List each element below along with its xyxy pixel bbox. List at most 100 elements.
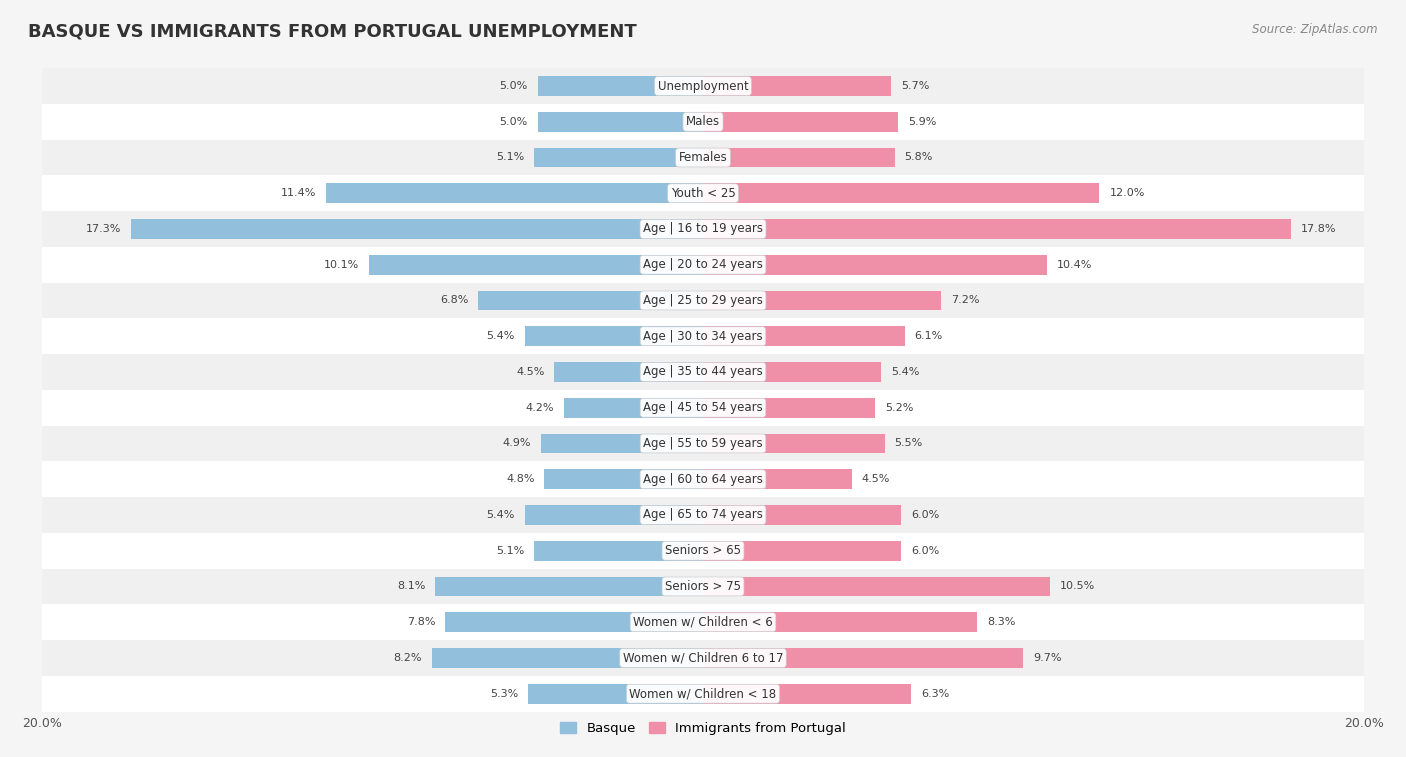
Bar <box>42 354 1364 390</box>
Bar <box>703 148 894 167</box>
Text: 5.4%: 5.4% <box>891 367 920 377</box>
Bar <box>524 326 703 346</box>
Text: 10.4%: 10.4% <box>1056 260 1092 269</box>
Text: Age | 25 to 29 years: Age | 25 to 29 years <box>643 294 763 307</box>
Text: Youth < 25: Youth < 25 <box>671 187 735 200</box>
Bar <box>703 183 1099 203</box>
Text: 8.3%: 8.3% <box>987 617 1015 628</box>
Text: 4.9%: 4.9% <box>503 438 531 448</box>
Bar <box>703 612 977 632</box>
Bar <box>703 220 1291 238</box>
Text: 4.5%: 4.5% <box>862 474 890 484</box>
Text: 7.2%: 7.2% <box>950 295 980 306</box>
Text: Women w/ Children 6 to 17: Women w/ Children 6 to 17 <box>623 652 783 665</box>
Bar <box>436 577 703 597</box>
Text: 4.2%: 4.2% <box>526 403 554 413</box>
Text: 6.0%: 6.0% <box>911 546 939 556</box>
Bar <box>703 76 891 96</box>
Bar <box>370 255 703 275</box>
Text: 6.8%: 6.8% <box>440 295 468 306</box>
Bar <box>478 291 703 310</box>
Text: 5.1%: 5.1% <box>496 546 524 556</box>
Text: 6.3%: 6.3% <box>921 689 949 699</box>
Text: 6.1%: 6.1% <box>914 332 942 341</box>
Text: 5.4%: 5.4% <box>486 510 515 520</box>
Bar <box>42 282 1364 319</box>
Text: 5.9%: 5.9% <box>908 117 936 126</box>
Bar <box>703 541 901 560</box>
Text: Women w/ Children < 18: Women w/ Children < 18 <box>630 687 776 700</box>
Bar <box>42 104 1364 139</box>
Bar <box>537 112 703 132</box>
Text: 5.3%: 5.3% <box>489 689 517 699</box>
Bar <box>42 569 1364 604</box>
Text: Males: Males <box>686 115 720 128</box>
Bar <box>534 541 703 560</box>
Bar <box>446 612 703 632</box>
Bar <box>42 390 1364 425</box>
Bar <box>564 398 703 418</box>
Text: 5.0%: 5.0% <box>499 117 527 126</box>
Bar <box>42 176 1364 211</box>
Bar <box>703 648 1024 668</box>
Text: 17.8%: 17.8% <box>1301 224 1337 234</box>
Bar <box>432 648 703 668</box>
Text: Age | 35 to 44 years: Age | 35 to 44 years <box>643 366 763 378</box>
Text: 8.2%: 8.2% <box>394 653 422 663</box>
Text: Source: ZipAtlas.com: Source: ZipAtlas.com <box>1253 23 1378 36</box>
Bar <box>703 684 911 703</box>
Bar <box>703 398 875 418</box>
Text: 12.0%: 12.0% <box>1109 188 1144 198</box>
Text: 5.4%: 5.4% <box>486 332 515 341</box>
Bar <box>703 505 901 525</box>
Bar <box>42 497 1364 533</box>
Text: Females: Females <box>679 151 727 164</box>
Text: Age | 45 to 54 years: Age | 45 to 54 years <box>643 401 763 414</box>
Bar <box>42 139 1364 176</box>
Text: Seniors > 75: Seniors > 75 <box>665 580 741 593</box>
Bar <box>42 319 1364 354</box>
Bar <box>703 255 1046 275</box>
Bar <box>42 425 1364 461</box>
Bar <box>703 577 1050 597</box>
Text: 17.3%: 17.3% <box>86 224 121 234</box>
Text: Unemployment: Unemployment <box>658 79 748 92</box>
Text: BASQUE VS IMMIGRANTS FROM PORTUGAL UNEMPLOYMENT: BASQUE VS IMMIGRANTS FROM PORTUGAL UNEMP… <box>28 23 637 41</box>
Bar <box>703 112 898 132</box>
Text: Age | 60 to 64 years: Age | 60 to 64 years <box>643 472 763 486</box>
Text: 5.5%: 5.5% <box>894 438 922 448</box>
Bar <box>537 76 703 96</box>
Text: 9.7%: 9.7% <box>1033 653 1062 663</box>
Text: 6.0%: 6.0% <box>911 510 939 520</box>
Bar <box>42 640 1364 676</box>
Text: 8.1%: 8.1% <box>396 581 426 591</box>
Bar <box>42 533 1364 569</box>
Text: Age | 20 to 24 years: Age | 20 to 24 years <box>643 258 763 271</box>
Text: Seniors > 65: Seniors > 65 <box>665 544 741 557</box>
Text: 5.2%: 5.2% <box>884 403 912 413</box>
Text: 10.5%: 10.5% <box>1060 581 1095 591</box>
Bar <box>554 362 703 382</box>
Bar <box>703 326 904 346</box>
Bar <box>703 362 882 382</box>
Bar <box>703 434 884 453</box>
Text: 11.4%: 11.4% <box>281 188 316 198</box>
Text: 4.8%: 4.8% <box>506 474 534 484</box>
Text: 7.8%: 7.8% <box>406 617 436 628</box>
Text: Women w/ Children < 6: Women w/ Children < 6 <box>633 615 773 629</box>
Bar <box>326 183 703 203</box>
Text: Age | 55 to 59 years: Age | 55 to 59 years <box>643 437 763 450</box>
Bar <box>42 247 1364 282</box>
Bar <box>131 220 703 238</box>
Text: Age | 30 to 34 years: Age | 30 to 34 years <box>643 330 763 343</box>
Text: 5.0%: 5.0% <box>499 81 527 91</box>
Bar <box>703 291 941 310</box>
Bar <box>541 434 703 453</box>
Bar <box>42 461 1364 497</box>
Bar <box>544 469 703 489</box>
Bar <box>42 211 1364 247</box>
Bar <box>524 505 703 525</box>
Legend: Basque, Immigrants from Portugal: Basque, Immigrants from Portugal <box>555 717 851 740</box>
Text: Age | 16 to 19 years: Age | 16 to 19 years <box>643 223 763 235</box>
Text: 10.1%: 10.1% <box>325 260 360 269</box>
